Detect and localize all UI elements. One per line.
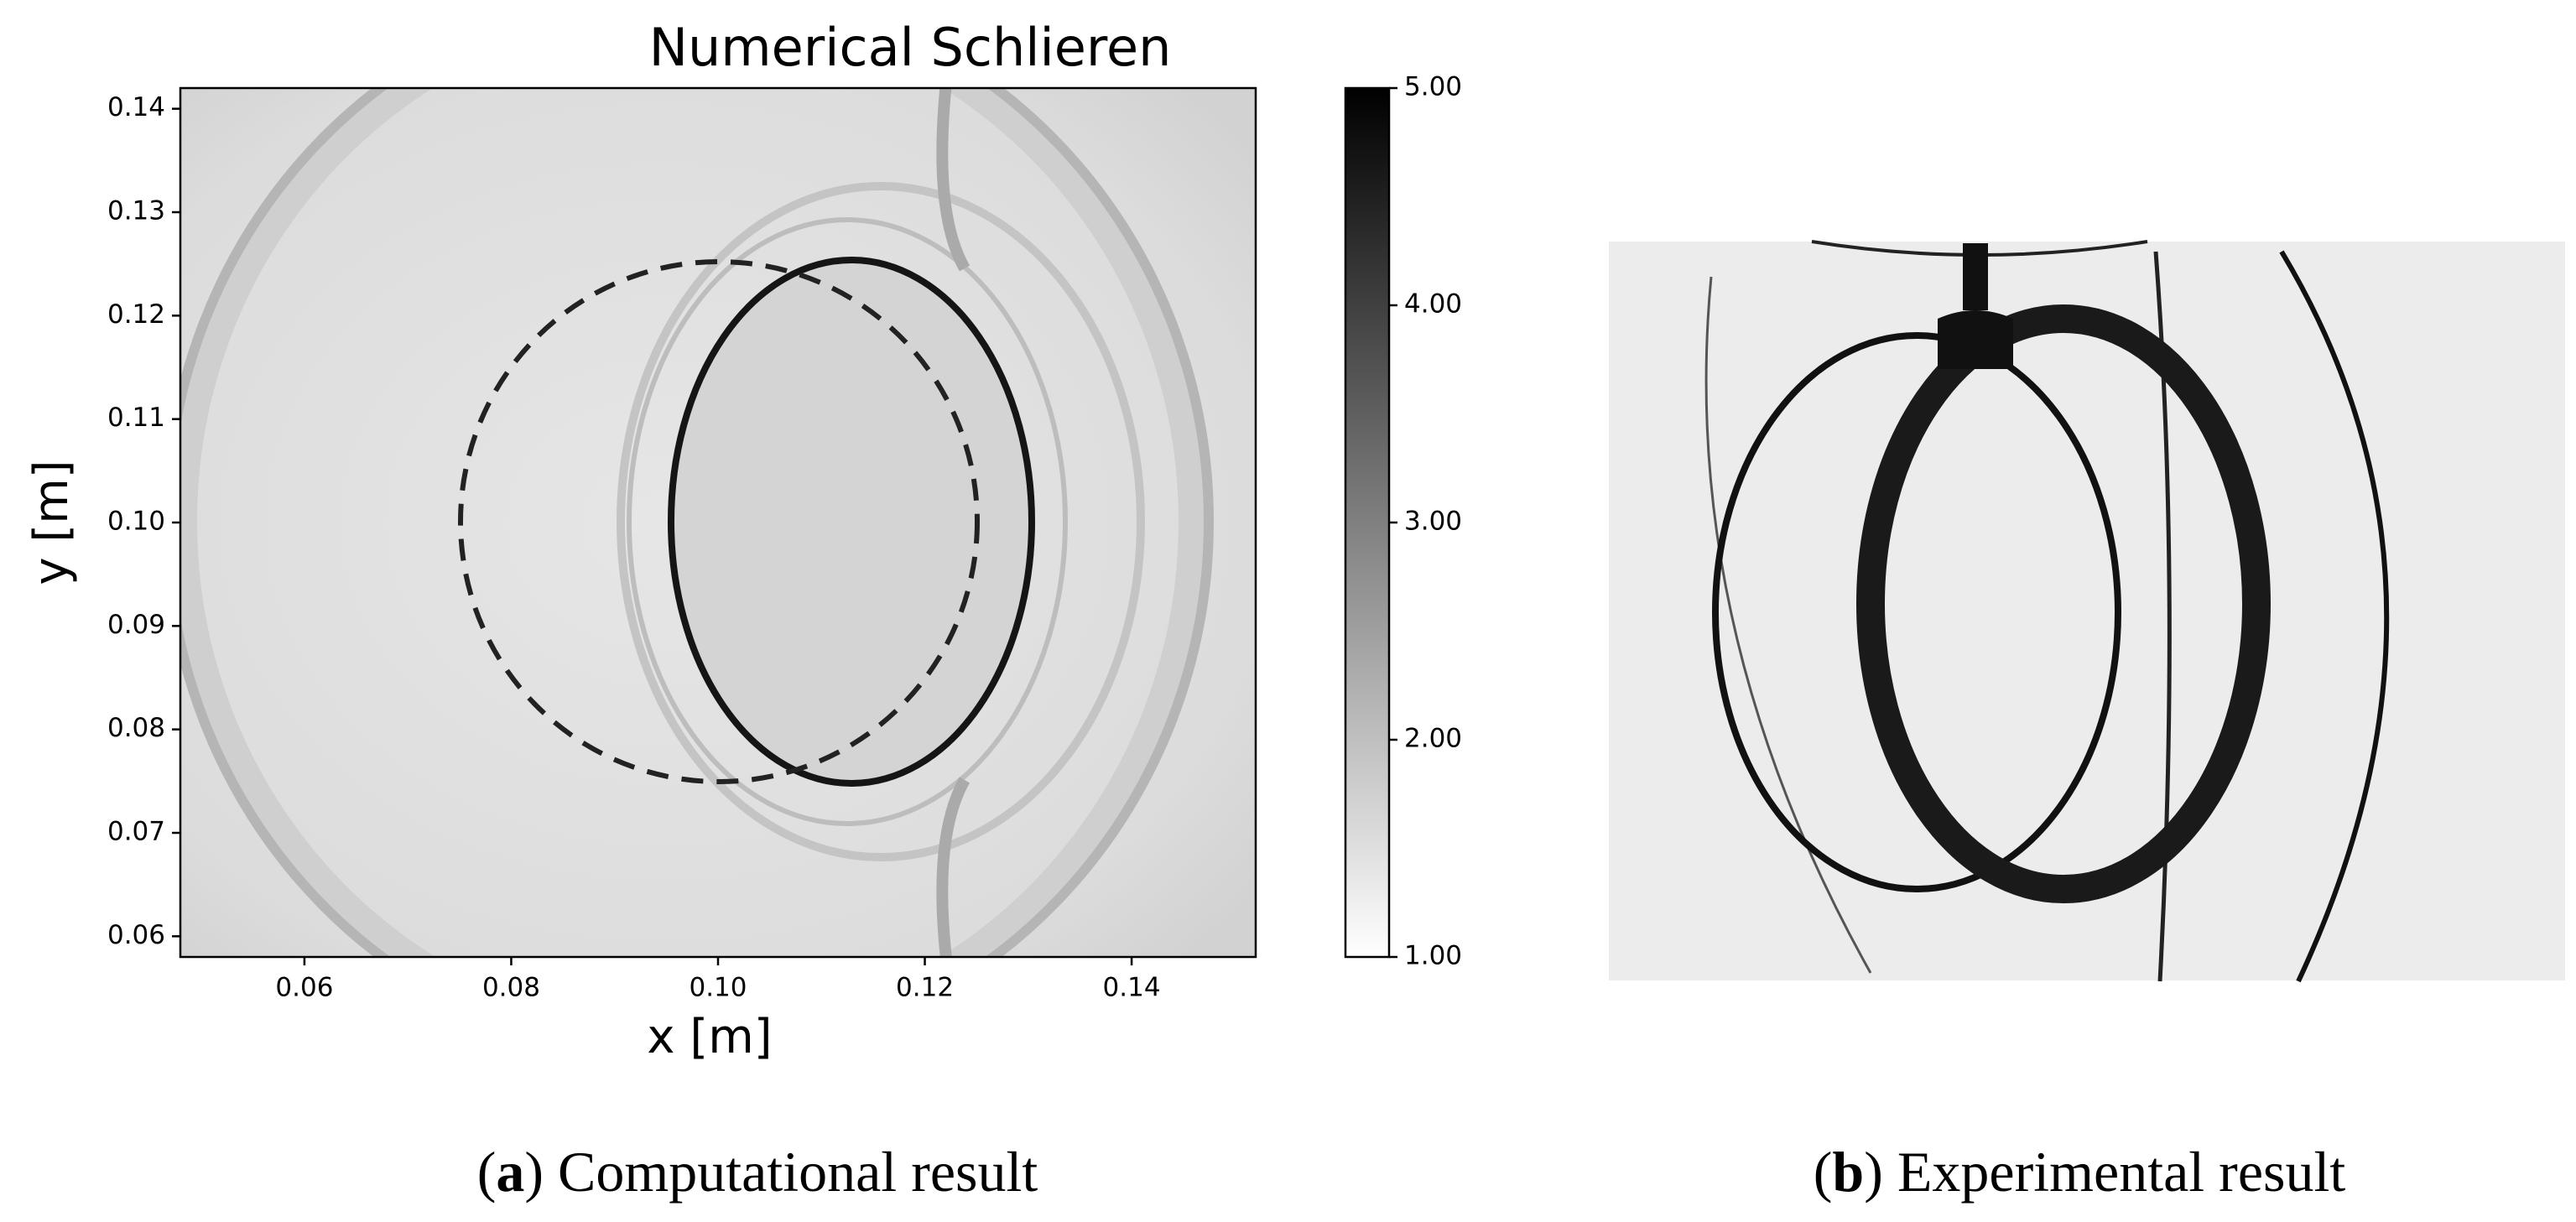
x-tick-label: 0.06 (275, 973, 333, 1003)
caption: (a) Computational result (477, 1140, 1038, 1204)
y-tick-label: 0.07 (107, 817, 165, 847)
colorbar-tick-label: 5.00 (1404, 72, 1462, 102)
colorbar (1344, 86, 1391, 959)
caption-part: b (1832, 1140, 1864, 1204)
y-tick-label: 0.12 (107, 299, 165, 330)
caption-part: ( (477, 1140, 497, 1204)
y-tick-label: 0.14 (107, 92, 165, 122)
y-axis-label: y [m] (24, 460, 79, 585)
y-tick-label: 0.08 (107, 713, 165, 743)
chart-title: Numerical Schlieren (649, 17, 1172, 78)
colorbar-tick-label: 1.00 (1404, 941, 1462, 971)
y-tick-label: 0.06 (107, 920, 165, 950)
x-tick-label: 0.14 (1103, 973, 1161, 1003)
caption-part: ) Experimental result (1864, 1140, 2345, 1204)
experimental-photo (1609, 240, 2565, 983)
x-axis-label: x [m] (647, 1010, 772, 1064)
x-tick-label: 0.12 (896, 973, 954, 1003)
schlieren-image (180, 88, 1256, 957)
y-tick-label: 0.09 (107, 610, 165, 640)
y-tick-label: 0.13 (107, 196, 165, 226)
caption-part: ( (1814, 1140, 1833, 1204)
x-tick-label: 0.08 (482, 973, 540, 1003)
caption-part: ) Computational result (524, 1140, 1038, 1204)
x-tick-label: 0.10 (689, 973, 747, 1003)
colorbar-tick-label: 3.00 (1404, 507, 1462, 537)
caption-part: a (496, 1140, 524, 1204)
y-tick-label: 0.10 (107, 507, 165, 537)
caption: (b) Experimental result (1814, 1140, 2346, 1204)
colorbar-tick-label: 2.00 (1404, 724, 1462, 754)
colorbar-tick-label: 4.00 (1404, 289, 1462, 320)
y-tick-label: 0.11 (107, 403, 165, 433)
